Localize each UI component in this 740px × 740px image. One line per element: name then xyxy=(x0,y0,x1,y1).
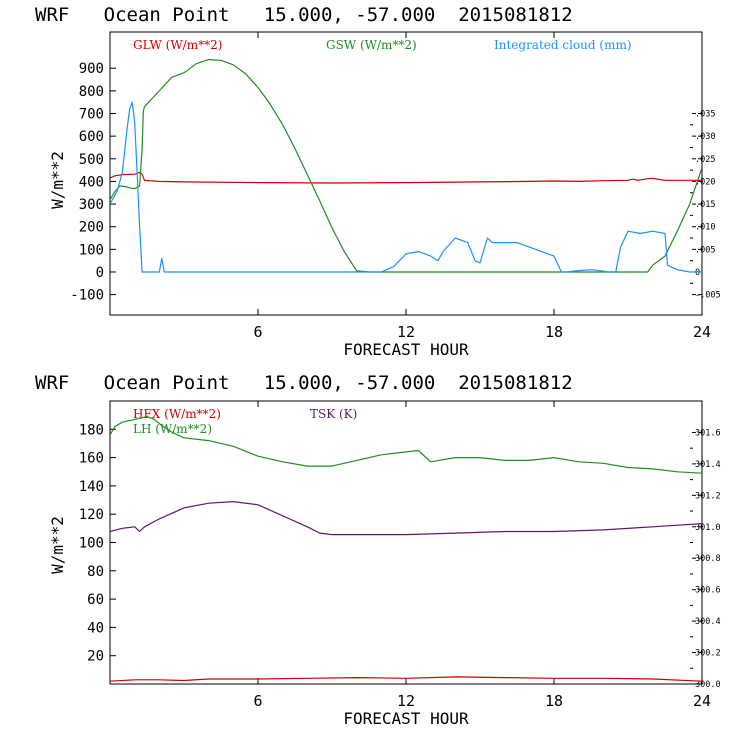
top-y2-tick-label: -.005 xyxy=(695,291,721,301)
bottom-y2-tick-label: 301.2 xyxy=(695,491,721,501)
bottom-y-tick-label: 160 xyxy=(79,451,104,467)
bottom-y-tick-label: 60 xyxy=(87,592,104,608)
bottom-x-axis-label: FORECAST HOUR xyxy=(343,709,469,728)
legend-tsk: TSK (K) xyxy=(310,407,357,421)
bottom-x-tick-label: 6 xyxy=(253,692,262,710)
top-series-integrated-line xyxy=(110,101,702,273)
legend-lh: LH (W/m**2) xyxy=(133,422,212,436)
bottom-y-axis-label: W/m**2 xyxy=(48,516,67,574)
top-chart: WRF Ocean Point 15.000, -57.000 20150818… xyxy=(35,4,721,359)
top-y-tick-label: 400 xyxy=(79,174,104,190)
bottom-y2-tick-label: 300.0 xyxy=(695,680,721,690)
bottom-chart: WRF Ocean Point 15.000, -57.000 20150818… xyxy=(35,372,721,728)
top-x-tick-label: 6 xyxy=(253,323,262,341)
bottom-y-tick-label: 180 xyxy=(79,422,104,438)
legend-glw: GLW (W/m**2) xyxy=(133,38,222,52)
bottom-y-tick-label: 80 xyxy=(87,564,104,580)
bottom-y2-tick-label: 301.0 xyxy=(695,523,721,533)
bottom-y2-tick-label: 301.4 xyxy=(695,460,721,470)
top-y2-tick-label: .030 xyxy=(695,132,715,142)
top-y2-tick-label: 0 xyxy=(695,268,700,278)
bottom-y-tick-label: 120 xyxy=(79,507,104,523)
bottom-y2-tick-label: 300.6 xyxy=(695,586,721,596)
legend-hfx: HFX (W/m**2) xyxy=(133,407,221,421)
bottom-y2-tick-label: 300.8 xyxy=(695,554,721,564)
top-y-tick-label: 700 xyxy=(79,107,104,123)
top-x-tick-label: 18 xyxy=(545,323,563,341)
top-y-tick-label: 900 xyxy=(79,61,104,77)
bottom-x-tick-label: 18 xyxy=(545,692,563,710)
bottom-y-tick-label: 20 xyxy=(87,649,104,665)
bottom-y-tick-label: 140 xyxy=(79,479,104,495)
top-chart-title: WRF Ocean Point 15.000, -57.000 20150818… xyxy=(35,4,573,26)
bottom-series-tsk-line xyxy=(110,501,702,536)
bottom-x-tick-label: 12 xyxy=(397,692,415,710)
top-y-tick-label: 600 xyxy=(79,129,104,145)
bottom-y2-tick-label: 300.2 xyxy=(695,649,721,659)
bottom-y2-tick-label: 300.4 xyxy=(695,617,721,627)
top-y-tick-label: 0 xyxy=(96,265,104,281)
bottom-chart-marks: 6 12 18 24 180 160 140 120 100 80 60 40 20 301.6 301.4… xyxy=(79,401,721,710)
bottom-plot-frame xyxy=(109,400,703,685)
top-y2-tick-label: .015 xyxy=(695,200,715,210)
legend-gsw: GSW (W/m**2) xyxy=(326,38,417,52)
top-chart-marks: 6 12 18 24 900 800 700 600 500 400 300 200 100 0 -100.… xyxy=(70,32,721,341)
top-y-axis-label: W/m**2 xyxy=(48,151,67,209)
top-y-tick-label: -100 xyxy=(70,288,104,304)
top-y2-tick-label: .020 xyxy=(695,177,715,187)
bottom-chart-title: WRF Ocean Point 15.000, -57.000 20150818… xyxy=(35,372,573,394)
bottom-y-tick-label: 100 xyxy=(79,536,104,552)
top-y-tick-label: 200 xyxy=(79,220,104,236)
top-y-tick-label: 100 xyxy=(79,242,104,258)
bottom-y-tick-label: 40 xyxy=(87,620,104,636)
top-series-glw-line xyxy=(110,171,702,184)
top-y2-tick-label: .035 xyxy=(695,110,715,120)
top-y2-tick-label: .025 xyxy=(695,155,715,165)
top-x-tick-label: 12 xyxy=(397,323,415,341)
top-y-tick-label: 500 xyxy=(79,152,104,168)
top-y2-tick-label: .005 xyxy=(695,245,715,255)
top-series-gsw-line xyxy=(110,58,702,273)
bottom-x-tick-label: 24 xyxy=(693,692,711,710)
top-x-tick-label: 24 xyxy=(693,323,711,341)
top-y-tick-label: 300 xyxy=(79,197,104,213)
top-x-axis-label: FORECAST HOUR xyxy=(343,340,469,359)
bottom-y2-tick-label: 301.6 xyxy=(695,428,721,438)
bottom-series-lh-line xyxy=(110,416,702,474)
legend-integrated-cloud: Integrated cloud (mm) xyxy=(494,38,632,52)
top-y-tick-label: 800 xyxy=(79,84,104,100)
top-y2-tick-label: .010 xyxy=(695,223,715,233)
bottom-series-hfx-line xyxy=(110,676,702,682)
